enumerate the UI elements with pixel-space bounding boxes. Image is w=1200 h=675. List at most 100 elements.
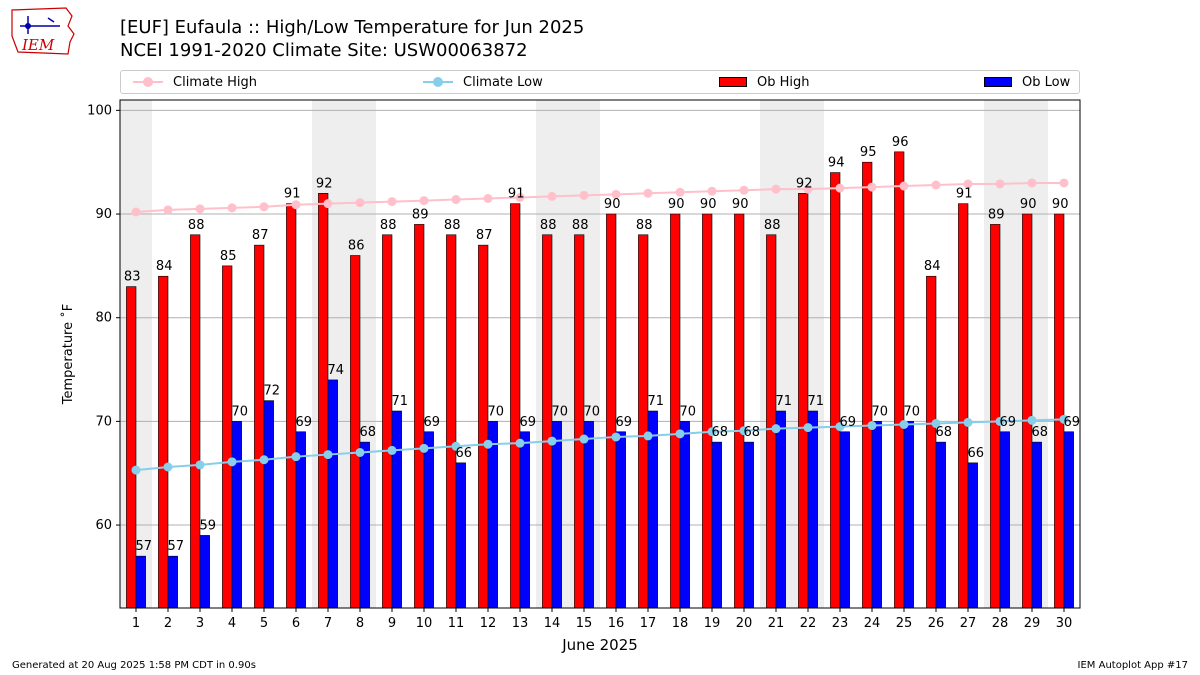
climate-high-point	[931, 180, 941, 190]
ob-low-bar	[839, 431, 850, 609]
climate-low-point	[515, 438, 525, 448]
ob-high-bar	[1022, 213, 1033, 609]
ob-high-bar	[702, 213, 713, 609]
ob-low-value-label: 70	[488, 404, 505, 419]
chart-legend: Climate High Climate Low Ob High Ob Low	[120, 70, 1080, 94]
ob-high-bar	[830, 172, 841, 609]
x-tick-label: 23	[832, 616, 849, 631]
climate-high-point	[1059, 178, 1069, 188]
ob-high-bar	[542, 234, 553, 609]
ob-low-value-label: 70	[680, 404, 697, 419]
climate-high-point	[291, 200, 301, 210]
climate-low-point	[835, 422, 845, 432]
iem-logo: IEM	[8, 6, 80, 58]
climate-high-point	[707, 186, 717, 196]
ob-high-bar	[478, 244, 489, 609]
x-tick-label: 10	[416, 616, 433, 631]
climate-high-point	[163, 205, 173, 215]
climate-low-point	[867, 421, 877, 431]
x-tick-label: 27	[960, 616, 977, 631]
ob-low-value-label: 69	[840, 415, 857, 430]
y-tick-label: 60	[95, 518, 112, 533]
ob-high-bar	[158, 275, 169, 609]
ob-low-bar	[999, 431, 1010, 609]
climate-low-point	[355, 447, 365, 457]
climate-lines	[131, 178, 1069, 475]
climate-low-point	[611, 432, 621, 442]
x-tick-label: 29	[1024, 616, 1041, 631]
legend-item-ob-high: Ob High	[719, 71, 810, 93]
ob-low-bar	[231, 421, 242, 609]
ob-high-value-label: 90	[1052, 197, 1069, 212]
climate-high-point	[515, 192, 525, 202]
ob-high-value-label: 84	[924, 259, 941, 274]
legend-label-ob-low: Ob Low	[1022, 74, 1071, 90]
climate-high-point	[835, 183, 845, 193]
ob-low-bar	[423, 431, 434, 609]
ob-low-value-label: 70	[552, 404, 569, 419]
climate-high-point	[323, 199, 333, 209]
chart-subtitle: NCEI 1991-2020 Climate Site: USW00063872	[120, 40, 528, 61]
ob-high-value-label: 88	[444, 218, 461, 233]
ob-high-value-label: 90	[668, 197, 685, 212]
climate-high-point	[675, 187, 685, 197]
legend-item-climate-low: Climate Low	[423, 71, 543, 93]
x-tick-label: 25	[896, 616, 913, 631]
climate-high-point	[643, 188, 653, 198]
ob-low-bar	[327, 379, 338, 609]
climate-low-point	[131, 465, 141, 475]
x-tick-label: 26	[928, 616, 945, 631]
ob-low-bar	[743, 441, 754, 609]
climate-low-line	[135, 418, 1065, 472]
ob-low-value-label: 70	[584, 404, 601, 419]
climate-high-point	[579, 190, 589, 200]
legend-swatch-ob-high	[719, 77, 747, 87]
ob-high-value-label: 87	[476, 228, 493, 243]
ob-high-bar	[606, 213, 617, 609]
climate-high-point	[131, 207, 141, 217]
ob-low-value-label: 69	[424, 415, 441, 430]
ob-high-value-label: 88	[540, 218, 557, 233]
climate-low-point	[547, 436, 557, 446]
ob-high-bar	[574, 234, 585, 609]
ob-high-value-label: 90	[700, 197, 717, 212]
y-tick-label: 100	[87, 103, 112, 118]
ob-high-bar	[894, 151, 905, 609]
x-tick-label: 30	[1056, 616, 1073, 631]
ob-high-bar	[254, 244, 265, 609]
x-tick-label: 14	[544, 616, 561, 631]
ob-high-bar	[318, 193, 329, 609]
ob-high-value-label: 92	[316, 176, 333, 191]
ob-high-bar	[926, 275, 937, 609]
ob-low-value-label: 72	[264, 384, 281, 399]
ob-high-value-label: 84	[156, 259, 173, 274]
climate-low-point	[195, 460, 205, 470]
ob-low-bar	[935, 441, 946, 609]
ob-high-value-label: 89	[412, 207, 429, 222]
ob-high-value-label: 91	[284, 187, 301, 202]
climate-low-point	[291, 452, 301, 462]
x-tick-label: 28	[992, 616, 1009, 631]
legend-label-climate-high: Climate High	[173, 74, 258, 90]
ob-high-bar	[446, 234, 457, 609]
ob-high-value-label: 95	[860, 145, 877, 160]
ob-low-bar	[487, 421, 498, 609]
ob-low-bar	[199, 535, 210, 609]
climate-high-line	[135, 181, 1064, 213]
ob-high-value-label: 85	[220, 249, 237, 264]
climate-high-point	[547, 191, 557, 201]
climate-low-point	[483, 439, 493, 449]
ob-low-bar	[871, 421, 882, 609]
climate-low-point	[1059, 414, 1069, 424]
ob-low-value-label: 69	[1000, 415, 1017, 430]
y-tick-label: 70	[95, 414, 112, 429]
x-tick-label: 6	[292, 616, 300, 631]
climate-high-point	[867, 182, 877, 192]
ob-high-value-label: 90	[1020, 197, 1037, 212]
ob-low-bar	[263, 400, 274, 609]
ob-low-value-label: 74	[328, 363, 345, 378]
legend-item-climate-high: Climate High	[133, 71, 257, 93]
ob-low-bar	[135, 555, 146, 609]
ob-high-bar	[638, 234, 649, 609]
